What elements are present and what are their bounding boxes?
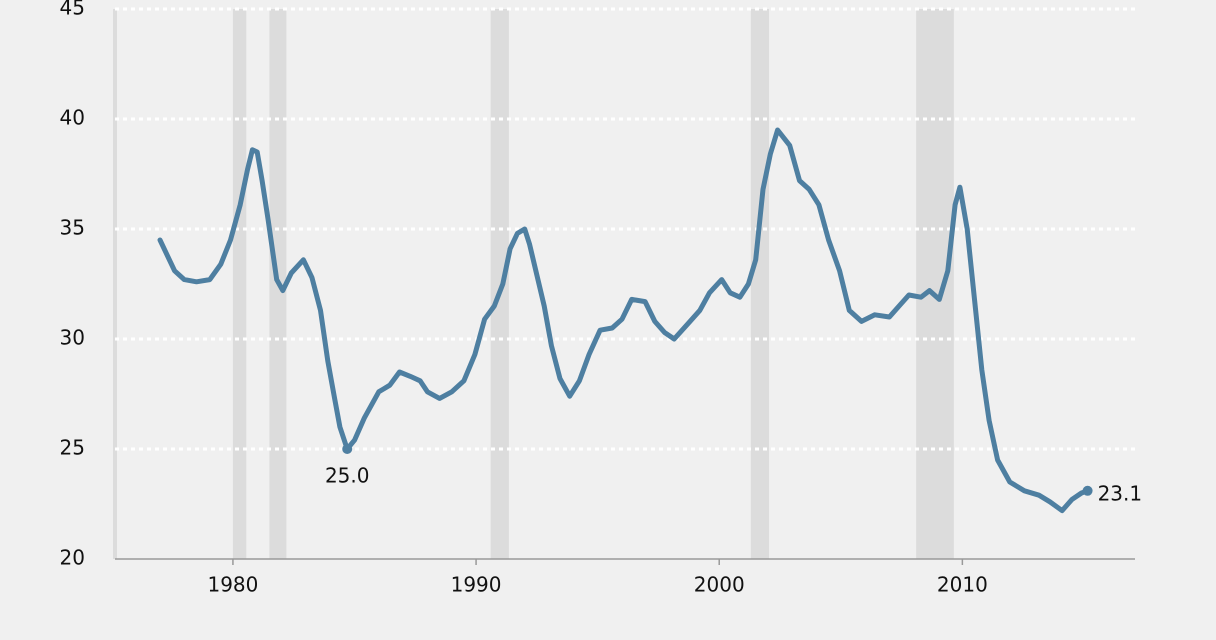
y-tick-label: 35	[60, 216, 85, 240]
y-tick-label: 40	[60, 106, 85, 130]
y-tick-label: 30	[60, 326, 85, 350]
y-tick-label: 25	[60, 436, 85, 460]
y-tick-label: 20	[60, 546, 85, 570]
x-tick-label: 1980	[207, 573, 258, 597]
shaded-range	[232, 9, 247, 559]
x-tick-label: 2000	[694, 573, 745, 597]
x-tick-label: 2010	[937, 573, 988, 597]
data-point	[1082, 485, 1093, 496]
x-tick-label: 1990	[451, 573, 502, 597]
shaded-range	[750, 9, 770, 559]
data-label: 25.0	[325, 464, 370, 488]
shaded-range	[916, 9, 954, 559]
y-tick-label: 45	[60, 0, 85, 20]
data-point	[342, 444, 353, 454]
data-label: 23.1	[1098, 481, 1143, 505]
data-line	[157, 127, 1091, 514]
shaded-range	[490, 9, 509, 559]
plot-background	[115, 9, 1135, 559]
